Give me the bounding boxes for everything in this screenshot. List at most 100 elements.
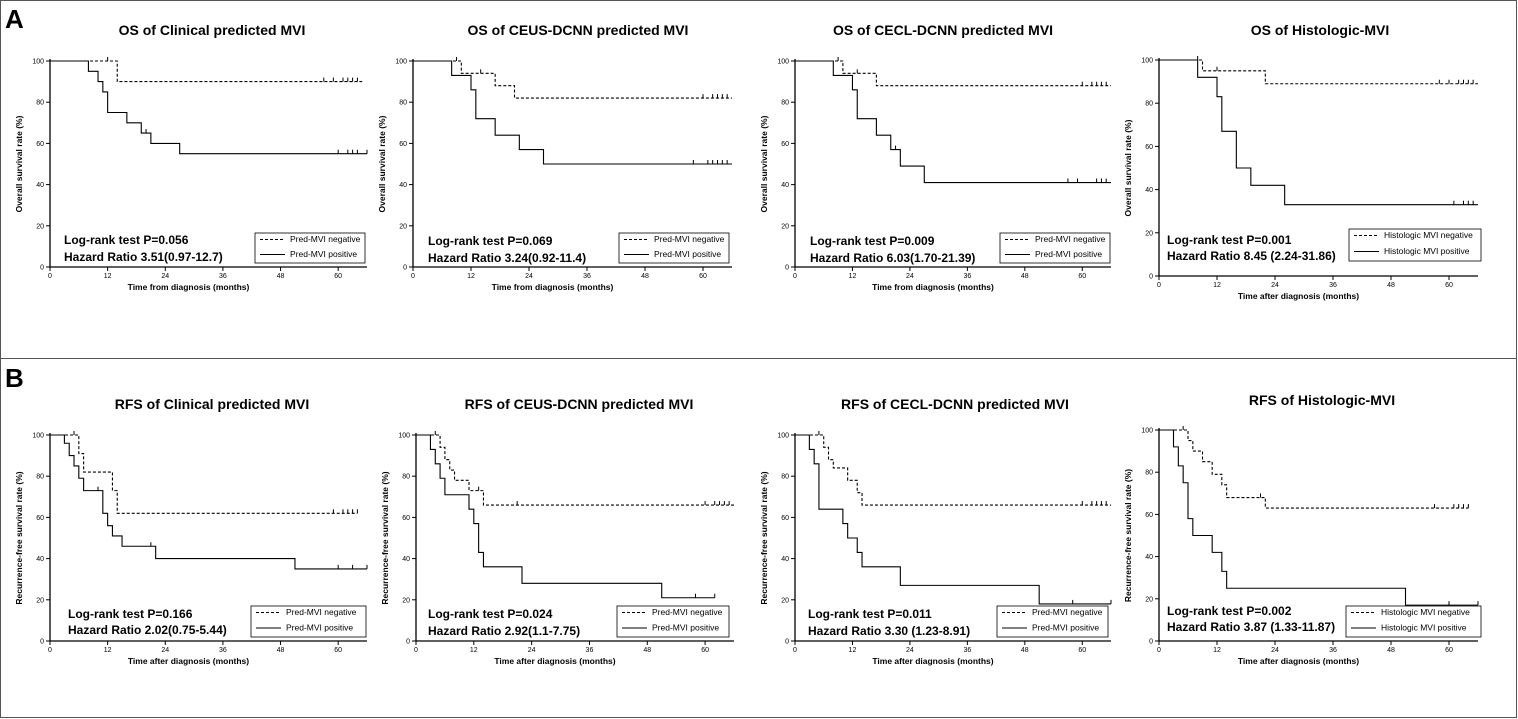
x-tick-label: 60 (701, 647, 709, 654)
y-tick-label: 20 (36, 223, 44, 230)
legend-entry: Pred-MVI negative (1032, 607, 1103, 617)
legend: Pred-MVI negative Pred-MVI positive (254, 232, 366, 264)
y-axis-label: Overall survival rate (%) (14, 115, 24, 212)
y-tick-label: 60 (36, 141, 44, 148)
y-axis-label: Overall survival rate (%) (377, 115, 387, 212)
legend-box (250, 605, 367, 638)
x-tick-label: 60 (1445, 647, 1453, 654)
y-tick-label: 40 (36, 182, 44, 189)
y-tick-label: 0 (1149, 639, 1153, 646)
hazard-ratio-text: Hazard Ratio 6.03(1.70-21.39) (810, 251, 975, 265)
x-tick-label: 12 (470, 647, 478, 654)
logrank-text: Log-rank test P=0.069 (428, 234, 553, 248)
y-tick-label: 40 (36, 556, 44, 563)
y-tick-label: 100 (32, 433, 44, 440)
legend-box (618, 232, 730, 264)
y-tick-label: 100 (32, 59, 44, 66)
y-tick-label: 40 (781, 182, 789, 189)
y-tick-label: 80 (781, 474, 789, 481)
legend-entry: Pred-MVI negative (1035, 234, 1106, 244)
y-tick-label: 60 (399, 141, 407, 148)
logrank-text: Log-rank test P=0.001 (1167, 233, 1292, 247)
chart-title: RFS of Histologic-MVI (1249, 392, 1395, 408)
legend: Pred-MVI negative Pred-MVI positive (250, 605, 367, 638)
hazard-ratio-text: Hazard Ratio 2.02(0.75-5.44) (68, 623, 227, 637)
x-tick-label: 12 (467, 273, 475, 280)
x-tick-label: 48 (277, 273, 285, 280)
legend-box (616, 605, 730, 638)
x-axis-label: Time after diagnosis (months) (872, 656, 993, 666)
x-tick-label: 12 (1213, 282, 1221, 289)
x-axis-label: Time from diagnosis (months) (128, 282, 250, 292)
survival-curve-positive (1159, 59, 1478, 206)
survival-curve-positive (795, 434, 1111, 605)
legend-box (996, 605, 1109, 638)
survival-curve-negative (795, 60, 1111, 87)
x-tick-label: 0 (793, 273, 797, 280)
x-tick-label: 12 (849, 647, 857, 654)
survival-curve-negative (795, 434, 1111, 506)
legend-box (1348, 228, 1482, 262)
y-tick-label: 60 (781, 515, 789, 522)
x-tick-label: 36 (1329, 647, 1337, 654)
y-tick-label: 20 (36, 597, 44, 604)
y-tick-label: 0 (40, 639, 44, 646)
legend-entry: Pred-MVI positive (1035, 249, 1102, 259)
x-tick-label: 24 (906, 273, 914, 280)
chart-title: OS of Histologic-MVI (1251, 22, 1389, 38)
x-axis-label: Time from diagnosis (months) (872, 282, 994, 292)
x-tick-label: 48 (1021, 647, 1029, 654)
survival-curve-negative (1159, 429, 1469, 509)
hazard-ratio-text: Hazard Ratio 3.51(0.97-12.7) (64, 250, 223, 264)
logrank-text: Log-rank test P=0.056 (64, 233, 189, 247)
y-tick-label: 0 (1149, 274, 1153, 281)
x-tick-label: 0 (1157, 282, 1161, 289)
y-tick-label: 0 (785, 265, 789, 272)
x-tick-label: 36 (219, 647, 227, 654)
y-tick-label: 100 (398, 433, 410, 440)
x-tick-label: 0 (48, 273, 52, 280)
x-tick-label: 0 (48, 647, 52, 654)
km-chart-8: RFS of Histologic-MVI 0 20 40 60 80 100 0 12 24 36… (1123, 392, 1482, 666)
legend: Pred-MVI negative Pred-MVI positive (618, 232, 730, 264)
x-tick-label: 24 (1271, 282, 1279, 289)
km-chart-1: OS of Clinical predicted MVI 0 20 40 60 80 100… (14, 22, 368, 292)
y-tick-label: 80 (1145, 470, 1153, 477)
y-tick-label: 80 (399, 100, 407, 107)
x-tick-label: 36 (1329, 282, 1337, 289)
y-tick-label: 40 (399, 182, 407, 189)
panel-b-frame (0, 358, 1517, 718)
logrank-text: Log-rank test P=0.011 (808, 607, 932, 621)
legend-entry: Pred-MVI negative (654, 234, 725, 244)
legend-box (1345, 605, 1482, 638)
survival-curve-negative (416, 434, 734, 506)
y-axis-label: Overall survival rate (%) (759, 115, 769, 212)
survival-curve-negative (50, 60, 363, 83)
x-tick-label: 0 (411, 273, 415, 280)
survival-curve-positive (413, 60, 732, 165)
y-tick-label: 60 (1145, 512, 1153, 519)
y-tick-label: 20 (781, 597, 789, 604)
survival-curve-positive (795, 60, 1111, 184)
legend-entry: Histologic MVI positive (1381, 623, 1467, 633)
legend-entry: Pred-MVI positive (286, 623, 353, 633)
survival-curve-positive (1159, 429, 1478, 606)
y-tick-label: 0 (40, 265, 44, 272)
hazard-ratio-text: Hazard Ratio 2.92(1.1-7.75) (428, 624, 580, 638)
x-axis-label: Time after diagnosis (months) (1238, 291, 1359, 301)
y-tick-label: 60 (402, 515, 410, 522)
legend-entry: Pred-MVI negative (286, 607, 357, 617)
legend: Histologic MVI negative Histologic MVI po… (1348, 228, 1482, 262)
logrank-text: Log-rank test P=0.002 (1167, 604, 1292, 618)
y-axis-label: Recurrence-free survival rate (%) (759, 471, 769, 604)
km-chart-3: OS of CECL-DCNN predicted MVI 0 20 40 60 80 10… (759, 22, 1111, 292)
chart-title: OS of Clinical predicted MVI (119, 22, 306, 38)
x-tick-label: 48 (641, 273, 649, 280)
hazard-ratio-text: Hazard Ratio 3.24(0.92-11.4) (428, 251, 586, 265)
chart-title: RFS of CECL-DCNN predicted MVI (841, 396, 1069, 412)
y-tick-label: 100 (395, 59, 407, 66)
km-chart-7: RFS of CECL-DCNN predicted MVI 0 20 40 60 80 1… (759, 396, 1112, 666)
x-tick-label: 24 (161, 647, 169, 654)
chart-title: OS of CEUS-DCNN predicted MVI (468, 22, 689, 38)
